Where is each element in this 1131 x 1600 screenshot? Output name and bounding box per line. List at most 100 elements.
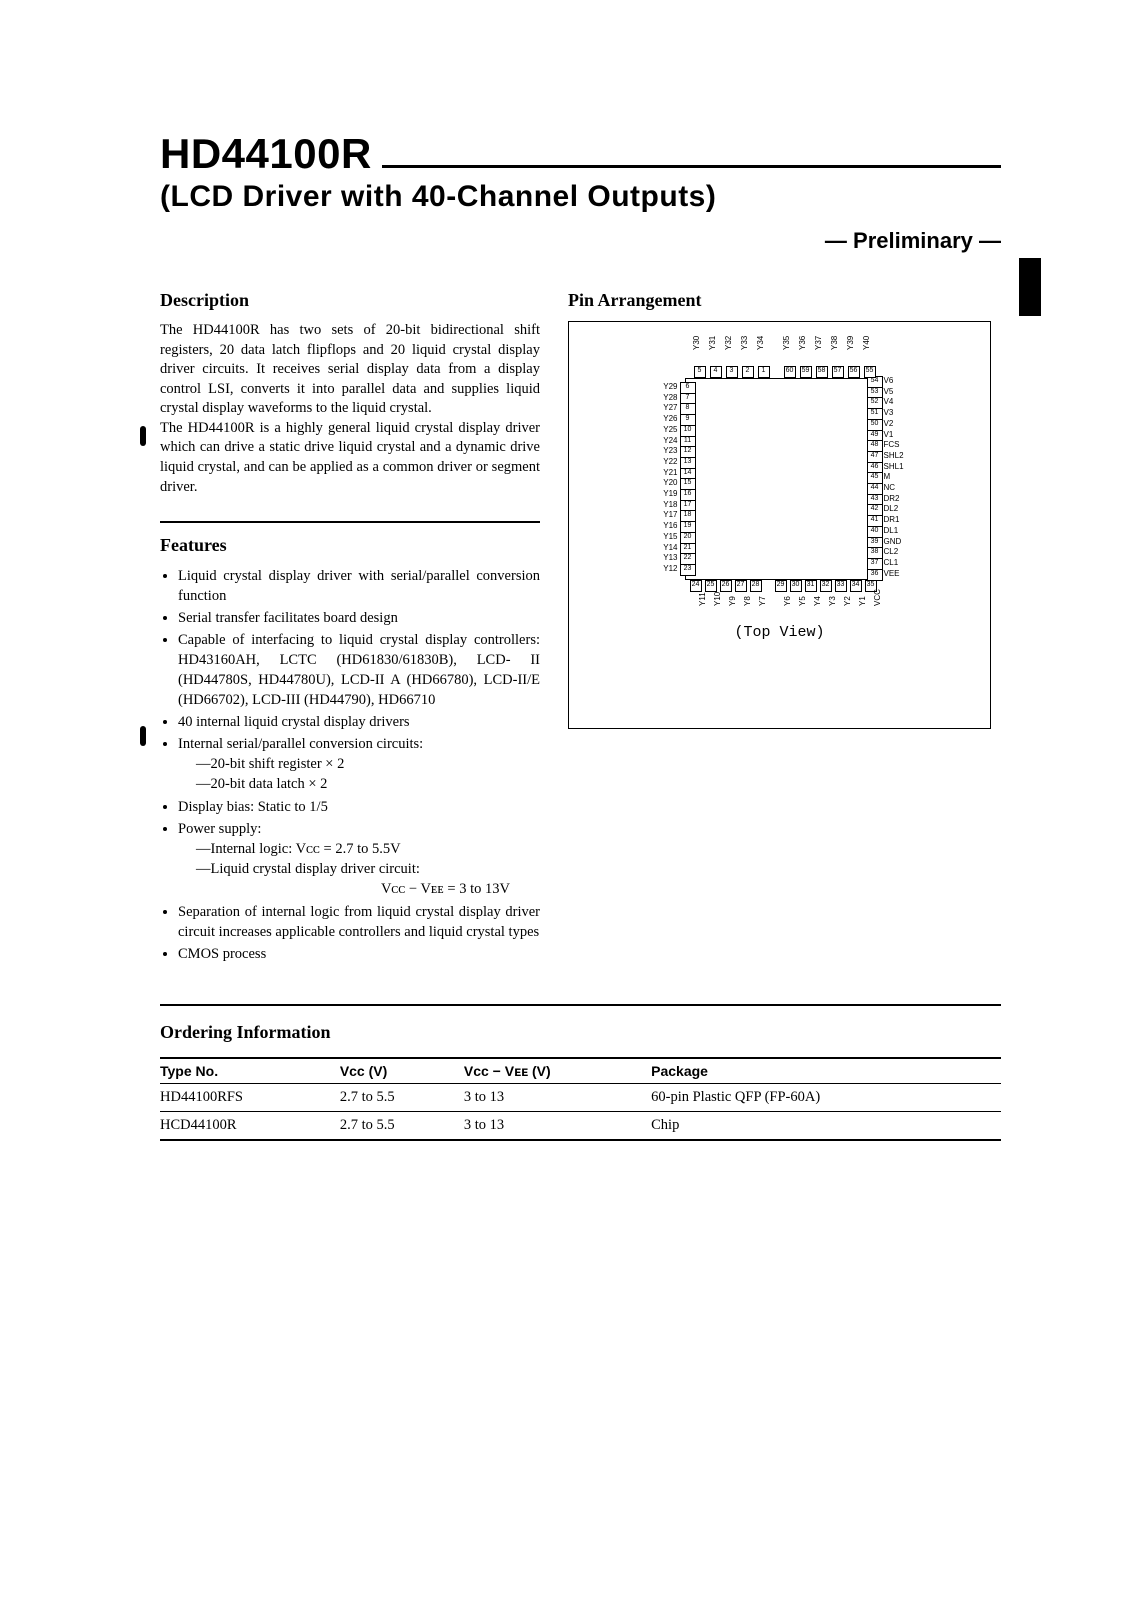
- pin-label: Y21: [660, 468, 678, 477]
- pin-label: VEE: [884, 569, 900, 578]
- pin-label: DR2: [884, 494, 900, 503]
- pin-label: Y5: [798, 596, 807, 606]
- feature-item: Separation of internal logic from liquid…: [178, 902, 540, 942]
- pin-number-box: 2: [742, 366, 754, 378]
- pin-label: Y39: [846, 336, 855, 350]
- pin-number-box: 36: [867, 569, 883, 581]
- feature-item: Capable of interfacing to liquid crystal…: [178, 630, 540, 710]
- feature-subitem: —20-bit shift register × 2: [178, 754, 540, 774]
- pin-number-box: 28: [750, 580, 762, 592]
- pin-number-box: 31: [805, 580, 817, 592]
- part-number: HD44100R: [160, 130, 372, 178]
- feature-item: Internal serial/parallel conversion circ…: [178, 734, 540, 795]
- pin-number-box: 27: [735, 580, 747, 592]
- pin-label: Y28: [660, 393, 678, 402]
- section-rule: [160, 521, 540, 523]
- pin-label: Y7: [758, 596, 767, 606]
- cell-package: Chip: [651, 1111, 1001, 1140]
- pin-label: Y14: [660, 543, 678, 552]
- ordering-section: Ordering Information Type No. Vᴄᴄ (V) Vᴄ…: [160, 1022, 1001, 1141]
- pin-label: Y37: [814, 336, 823, 350]
- pin-label: V5: [884, 387, 894, 396]
- feature-subitem: —20-bit data latch × 2: [178, 774, 540, 794]
- table-row: HD44100RFS 2.7 to 5.5 3 to 13 60-pin Pla…: [160, 1083, 1001, 1111]
- pin-number-box: 23: [680, 564, 696, 576]
- pin-label: Y22: [660, 457, 678, 466]
- pin-number-box: 26: [720, 580, 732, 592]
- pin-number-box: 57: [832, 366, 844, 378]
- cell-vcc: 2.7 to 5.5: [340, 1083, 464, 1111]
- pin-label: Y20: [660, 478, 678, 487]
- pin-number-box: 5: [694, 366, 706, 378]
- pin-number-box: 32: [820, 580, 832, 592]
- pin-label: Y36: [798, 336, 807, 350]
- pin-label: SHL1: [884, 462, 904, 471]
- col-package: Package: [651, 1058, 1001, 1084]
- pin-label: Y32: [724, 336, 733, 350]
- pin-label: Y27: [660, 403, 678, 412]
- cell-type-no: HCD44100R: [160, 1111, 340, 1140]
- features-list: Liquid crystal display driver with seria…: [160, 566, 540, 963]
- pin-label: FCS: [884, 440, 900, 449]
- pin-label: Y25: [660, 425, 678, 434]
- datasheet-page: HD44100R (LCD Driver with 40-Channel Out…: [0, 0, 1131, 1600]
- pin-number-box: 33: [835, 580, 847, 592]
- preliminary-label: — Preliminary —: [160, 228, 1001, 254]
- pin-label: V6: [884, 376, 894, 385]
- feature-item: Serial transfer facilitates board design: [178, 608, 540, 628]
- col-type-no: Type No.: [160, 1058, 340, 1084]
- pin-number-box: 58: [816, 366, 828, 378]
- pin-label: Y12: [660, 564, 678, 573]
- feature-subitem: —Internal logic: Vᴄᴄ = 2.7 to 5.5V: [178, 839, 540, 859]
- pin-label: Y2: [843, 596, 852, 606]
- pin-label: Y16: [660, 521, 678, 530]
- feature-item: 40 internal liquid crystal display drive…: [178, 712, 540, 732]
- left-column: Description The HD44100R has two sets of…: [160, 290, 540, 966]
- pin-label: V2: [884, 419, 894, 428]
- pin-label: Y26: [660, 414, 678, 423]
- description-heading: Description: [160, 290, 540, 311]
- feature-item: Liquid crystal display driver with seria…: [178, 566, 540, 606]
- pin-number-box: 30: [790, 580, 802, 592]
- pin-label: Y10: [713, 592, 722, 606]
- feature-item: Display bias: Static to 1/5: [178, 797, 540, 817]
- feature-subitem: —Liquid crystal display driver circuit:: [178, 859, 540, 879]
- two-column-layout: Description The HD44100R has two sets of…: [160, 290, 1001, 966]
- pin-label: V3: [884, 408, 894, 417]
- thumb-index-tab: [1019, 258, 1041, 316]
- pin-label: Y31: [708, 336, 717, 350]
- pin-label: Y4: [813, 596, 822, 606]
- pin-label: Y23: [660, 446, 678, 455]
- section-rule: [160, 1004, 1001, 1006]
- pin-label: Y6: [783, 596, 792, 606]
- pin-label: Y35: [782, 336, 791, 350]
- pin-number-box: 34: [850, 580, 862, 592]
- pin-label: V4: [884, 397, 894, 406]
- chip-diagram: Y296Y287Y278Y269Y2510Y2411Y2312Y2213Y211…: [620, 342, 940, 612]
- pin-number-box: 25: [705, 580, 717, 592]
- feature-text: Internal serial/parallel conversion circ…: [178, 736, 423, 752]
- pin-label: Y15: [660, 532, 678, 541]
- pin-label: Y24: [660, 436, 678, 445]
- pin-label: DL1: [884, 526, 899, 535]
- pin-label: VCC: [873, 589, 882, 606]
- pin-label: Y34: [756, 336, 765, 350]
- pin-number-box: 1: [758, 366, 770, 378]
- pin-label: GND: [884, 537, 902, 546]
- description-para2: The HD44100R is a highly general liquid …: [160, 420, 540, 495]
- pin-label: Y8: [743, 596, 752, 606]
- pin-label: Y9: [728, 596, 737, 606]
- pin-number-box: 4: [710, 366, 722, 378]
- pin-label: Y33: [740, 336, 749, 350]
- ordering-table: Type No. Vᴄᴄ (V) Vᴄᴄ − Vᴇᴇ (V) Package H…: [160, 1057, 1001, 1141]
- table-header-row: Type No. Vᴄᴄ (V) Vᴄᴄ − Vᴇᴇ (V) Package: [160, 1058, 1001, 1084]
- pin-label: V1: [884, 430, 894, 439]
- pin-label: Y29: [660, 382, 678, 391]
- cell-vcc-vee: 3 to 13: [464, 1083, 651, 1111]
- pin-number-box: 59: [800, 366, 812, 378]
- pin-label: Y13: [660, 553, 678, 562]
- pin-label: M: [884, 472, 891, 481]
- pin-label: Y1: [858, 596, 867, 606]
- cell-vcc-vee: 3 to 13: [464, 1111, 651, 1140]
- page-edge-mark: [140, 426, 146, 446]
